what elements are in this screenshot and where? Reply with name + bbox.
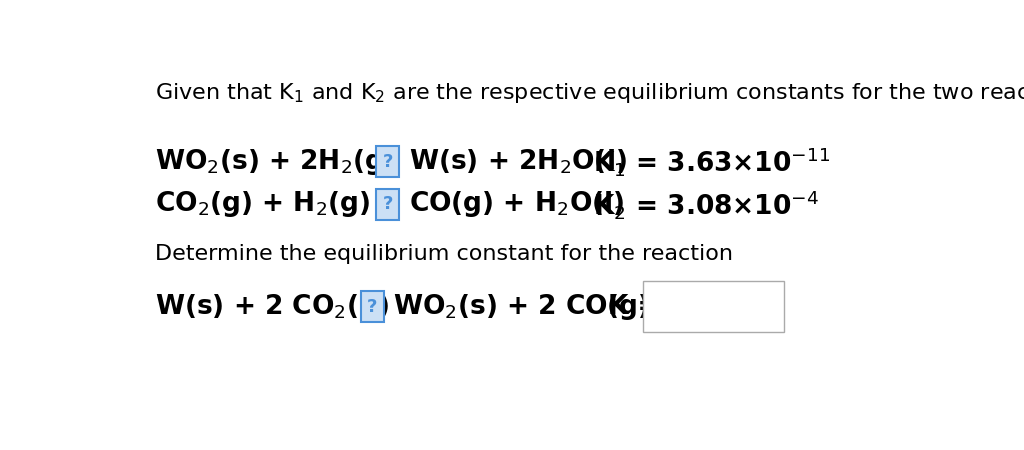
Text: W(s) + 2H$_2$O(l): W(s) + 2H$_2$O(l)	[409, 148, 627, 176]
Text: W(s) + 2 CO$_2$(g): W(s) + 2 CO$_2$(g)	[155, 292, 389, 322]
Text: CO(g) + H$_2$O(l): CO(g) + H$_2$O(l)	[409, 189, 624, 219]
Text: K$_2$ = 3.08×10$^{-4}$: K$_2$ = 3.08×10$^{-4}$	[593, 188, 819, 220]
Text: Determine the equilibrium constant for the reaction: Determine the equilibrium constant for t…	[155, 244, 733, 264]
FancyBboxPatch shape	[360, 291, 384, 322]
FancyBboxPatch shape	[376, 146, 399, 177]
Text: ?: ?	[382, 195, 393, 213]
Text: CO$_2$(g) + H$_2$(g): CO$_2$(g) + H$_2$(g)	[155, 189, 371, 219]
Text: Given that K$_1$ and K$_2$ are the respective equilibrium constants for the two : Given that K$_1$ and K$_2$ are the respe…	[155, 81, 1024, 105]
FancyBboxPatch shape	[643, 281, 783, 332]
Text: WO$_2$(s) + 2H$_2$(g): WO$_2$(s) + 2H$_2$(g)	[155, 147, 395, 177]
Text: ?: ?	[367, 297, 377, 315]
Text: K =: K =	[608, 293, 660, 320]
Text: ?: ?	[382, 153, 393, 171]
Text: K$_1$ = 3.63×10$^{-11}$: K$_1$ = 3.63×10$^{-11}$	[593, 145, 830, 178]
Text: WO$_2$(s) + 2 CO(g): WO$_2$(s) + 2 CO(g)	[393, 292, 649, 322]
FancyBboxPatch shape	[376, 189, 399, 220]
